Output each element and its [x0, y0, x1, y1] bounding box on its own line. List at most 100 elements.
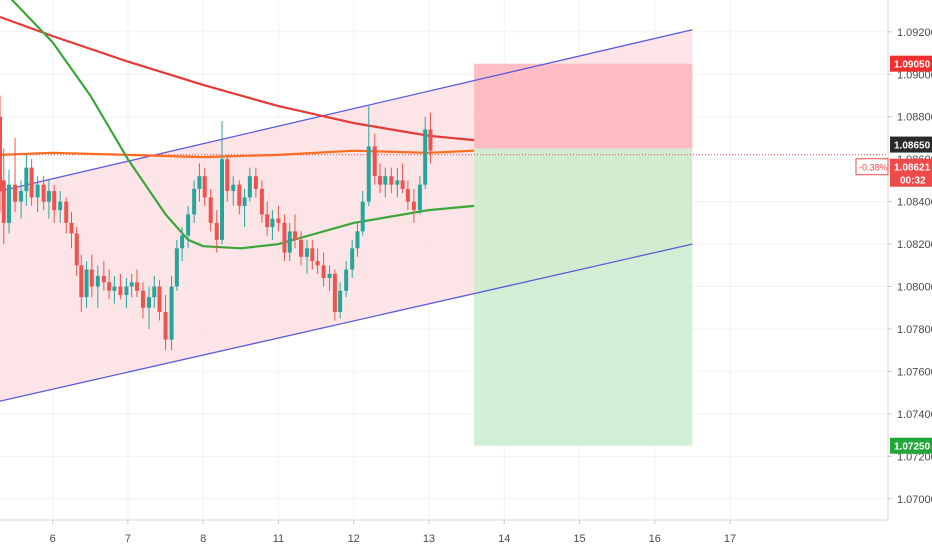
candle-body: [366, 146, 371, 202]
price-change-badge: [855, 158, 889, 176]
candle-body: [118, 286, 123, 296]
y-tick-label: 1.07400: [897, 409, 932, 421]
candle-body: [400, 180, 405, 189]
candle-body: [231, 184, 236, 192]
candle-body: [360, 201, 365, 232]
candles: [0, 95, 433, 351]
candle-body: [305, 248, 310, 257]
y-tick-label: 1.07600: [897, 366, 932, 378]
channel-lower-line[interactable]: [0, 243, 693, 402]
stop-price-badge: [890, 55, 932, 72]
channel-upper-line[interactable]: [0, 29, 693, 192]
candle-body: [152, 286, 157, 298]
y-tick-label: 1.08800: [897, 112, 932, 124]
current-price-badge: [890, 158, 932, 187]
candle-body: [29, 167, 34, 198]
candle-body: [276, 218, 281, 223]
candle-body: [124, 286, 129, 296]
target-price-badge: [890, 437, 932, 454]
candle-body: [79, 265, 84, 298]
candle-body: [287, 231, 292, 253]
x-tick-label: 14: [498, 533, 510, 545]
x-axis[interactable]: 6 7 8 11 12 13 14 15 16 17: [50, 520, 736, 545]
candle-body: [253, 176, 258, 189]
candle-body: [58, 201, 63, 211]
moving-average-line-2[interactable]: [0, 149, 475, 159]
stop-price-badge-text: 1.09050: [894, 60, 931, 71]
candle-body: [13, 184, 18, 202]
x-tick-label: 15: [573, 533, 585, 545]
candle-body: [265, 214, 270, 228]
y-tick-label: 1.07000: [897, 494, 932, 506]
candle-body: [220, 159, 224, 240]
candle-body: [417, 184, 422, 211]
moving-averages: [0, 0, 475, 250]
y-tick-label: 1.09200: [897, 27, 932, 39]
candle-body: [134, 282, 139, 291]
candle-body: [74, 233, 79, 266]
candle-body: [344, 269, 349, 291]
candle-body: [332, 273, 337, 312]
position-loss-zone[interactable]: [474, 63, 693, 149]
candle-body: [64, 201, 69, 223]
candle-body: [270, 218, 275, 228]
candle-body: [321, 265, 326, 279]
price-change-text: -0.38%: [859, 163, 888, 173]
candle-body: [405, 188, 410, 202]
candle-body: [19, 191, 24, 202]
candle-body: [52, 191, 57, 211]
entry-price-badge: [890, 136, 932, 153]
candle-body: [355, 231, 360, 249]
candle-body: [310, 248, 315, 262]
candle-body: [95, 275, 100, 287]
candle-body: [378, 176, 383, 185]
y-tick-label: 1.08200: [897, 239, 932, 251]
candle-body: [46, 191, 51, 202]
candle-body: [101, 275, 106, 283]
candle-body: [147, 297, 152, 308]
candle-body: [247, 176, 252, 198]
candle-body: [24, 167, 29, 192]
x-tick-label: 6: [50, 533, 56, 545]
candle-body: [299, 239, 304, 257]
candle-body: [41, 184, 46, 202]
position-profit-zone[interactable]: [474, 148, 693, 446]
candle-body: [389, 176, 394, 185]
x-tick-label: 7: [125, 533, 131, 545]
moving-average-line-1[interactable]: [0, 15, 475, 142]
candle-body: [112, 286, 117, 291]
candle-body: [7, 184, 12, 223]
candle-body: [202, 176, 207, 198]
candle-body: [242, 197, 247, 206]
candle-body: [89, 269, 94, 287]
entry-price-badge-text: 1.08650: [894, 141, 931, 152]
y-tick-label: 1.08400: [897, 197, 932, 209]
x-tick-label: 16: [649, 533, 661, 545]
candle-body: [225, 159, 230, 192]
y-tick-label: 1.07800: [897, 324, 932, 336]
candle-body: [208, 197, 213, 223]
candle-body: [259, 188, 264, 215]
candle-body: [197, 176, 202, 189]
x-tick-label: 12: [348, 533, 360, 545]
y-tick-label: 1.08000: [897, 282, 932, 294]
candle-body: [214, 222, 219, 240]
y-axis[interactable]: 1.07000 1.07200 1.07400 1.07600 1.07800 1.080…: [888, 27, 932, 506]
x-tick-label: 8: [200, 533, 206, 545]
x-tick-label: 13: [423, 533, 435, 545]
candle-body: [157, 286, 162, 312]
candle-body: [174, 248, 179, 287]
candle-body: [327, 273, 332, 279]
candle-body: [69, 222, 74, 234]
candle-body: [372, 146, 377, 177]
moving-average-line-3[interactable]: [0, 0, 475, 250]
candle-body: [192, 188, 197, 215]
target-price-badge-text: 1.07250: [894, 442, 931, 453]
candle-body: [282, 222, 287, 253]
candle-body: [129, 282, 134, 287]
y-tick-label: 1.07200: [897, 451, 932, 463]
bar-countdown-text: 00:32: [900, 176, 926, 187]
candle-body: [423, 129, 428, 185]
price-badges: 1.09050 1.08650 1.07250 -0.38% 1.08621 00:32: [855, 55, 932, 454]
